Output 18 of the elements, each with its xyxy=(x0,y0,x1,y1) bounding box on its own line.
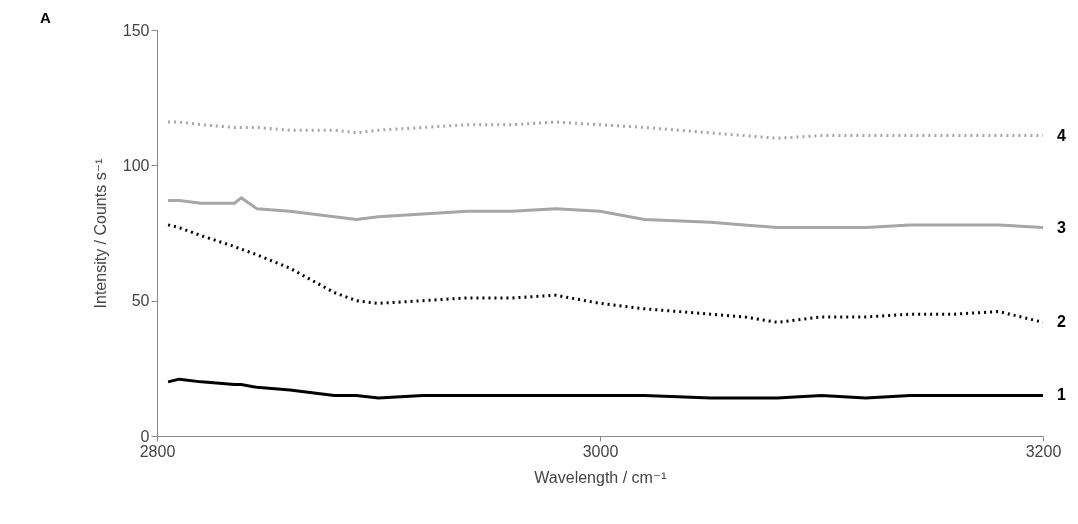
x-axis-title: Wavelength / cm⁻¹ xyxy=(534,468,667,486)
x-tick-label: 2800 xyxy=(139,442,176,460)
x-tick-label: 3200 xyxy=(1025,442,1062,460)
y-tick-label: 0 xyxy=(140,427,150,445)
x-tick-label: 3000 xyxy=(582,442,619,460)
text: A xyxy=(40,9,51,26)
line-series xyxy=(166,223,1043,324)
line-series xyxy=(166,120,1043,140)
series-label: 4 xyxy=(1057,126,1066,144)
y-axis-title: Intensity / Counts s⁻¹ xyxy=(91,158,109,309)
y-tick-label: 50 xyxy=(131,292,150,310)
y-tick-label: 100 xyxy=(122,156,150,174)
series-label: 1 xyxy=(1057,386,1066,404)
line-series xyxy=(166,196,1043,230)
series-label: 3 xyxy=(1057,218,1066,236)
y-tick-label: 150 xyxy=(122,21,150,39)
series-label: 2 xyxy=(1057,313,1066,331)
line-series xyxy=(166,377,1043,400)
